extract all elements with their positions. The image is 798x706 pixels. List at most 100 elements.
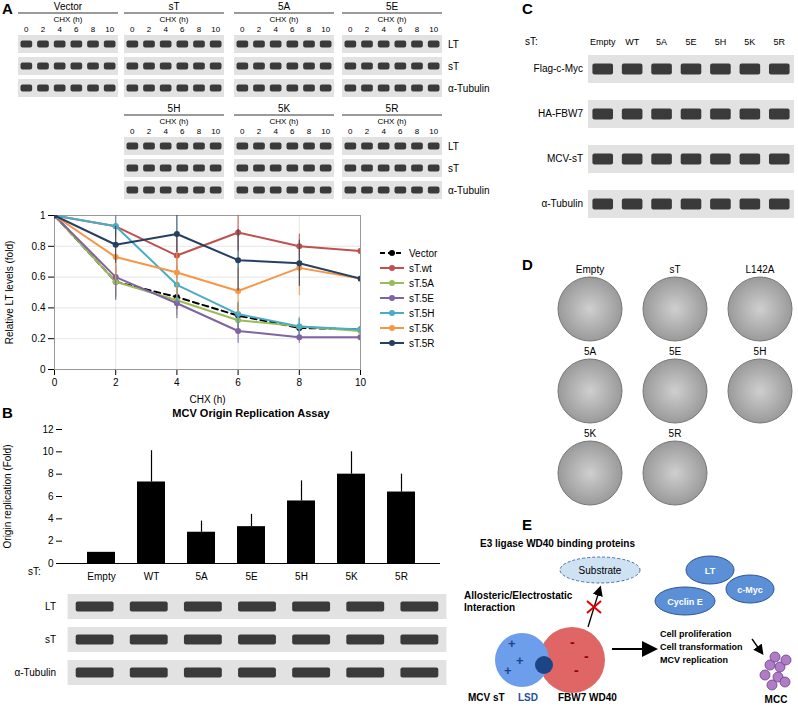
svg-text:0.6: 0.6 — [32, 271, 46, 282]
svg-text:sT: sT — [448, 61, 459, 72]
svg-text:10: 10 — [429, 25, 438, 34]
svg-text:α-Tubulin: α-Tubulin — [448, 83, 490, 94]
svg-text:E3 ligase WD40 binding protein: E3 ligase WD40 binding proteins — [480, 538, 635, 549]
svg-text:8: 8 — [91, 25, 96, 34]
svg-text:MCC: MCC — [765, 694, 788, 705]
svg-text:+: + — [508, 636, 516, 651]
svg-text:5A: 5A — [584, 346, 597, 357]
svg-text:8: 8 — [307, 25, 312, 34]
svg-text:WT: WT — [144, 571, 160, 582]
svg-text:-: - — [574, 662, 579, 678]
svg-text:6: 6 — [180, 25, 185, 34]
svg-text:2: 2 — [365, 127, 370, 136]
svg-text:2: 2 — [147, 127, 152, 136]
svg-text:MCV replication: MCV replication — [660, 655, 728, 665]
svg-text:Allosteric/Electrostatic: Allosteric/Electrostatic — [464, 590, 573, 601]
svg-text:2: 2 — [257, 25, 262, 34]
svg-text:0: 0 — [24, 25, 29, 34]
svg-text:5A: 5A — [656, 37, 667, 47]
svg-text:0: 0 — [240, 127, 245, 136]
svg-text:5K: 5K — [278, 103, 291, 114]
svg-text:CHX (h): CHX (h) — [270, 117, 299, 126]
svg-text:Origin replication (Fold): Origin replication (Fold) — [2, 445, 13, 549]
svg-text:4: 4 — [381, 127, 386, 136]
svg-text:LT: LT — [705, 566, 716, 576]
svg-text:CHX (h): CHX (h) — [270, 15, 299, 24]
svg-text:sT: sT — [669, 264, 680, 275]
svg-text:5E: 5E — [685, 37, 696, 47]
svg-text:8: 8 — [415, 127, 420, 136]
svg-text:5K: 5K — [345, 571, 358, 582]
svg-text:0: 0 — [130, 127, 135, 136]
svg-text:CHX (h): CHX (h) — [189, 394, 225, 405]
svg-text:sT: sT — [45, 634, 56, 645]
svg-text:FBW7 WD40: FBW7 WD40 — [558, 692, 617, 703]
svg-text:CHX (h): CHX (h) — [54, 15, 83, 24]
svg-text:6: 6 — [398, 25, 403, 34]
svg-text:5K: 5K — [584, 428, 597, 439]
svg-text:Substrate: Substrate — [579, 565, 622, 576]
svg-text:10: 10 — [211, 25, 220, 34]
svg-text:5K: 5K — [744, 37, 755, 47]
svg-text:5H: 5H — [295, 571, 308, 582]
svg-text:sT.5A: sT.5A — [409, 278, 434, 289]
svg-text:10: 10 — [321, 25, 330, 34]
svg-text:12: 12 — [42, 424, 54, 435]
svg-text:Vector: Vector — [54, 1, 83, 12]
svg-text:6: 6 — [290, 127, 295, 136]
svg-text:Vector: Vector — [409, 248, 438, 259]
svg-text:5E: 5E — [669, 346, 682, 357]
svg-text:6: 6 — [74, 25, 79, 34]
svg-text:sT: sT — [448, 163, 459, 174]
svg-text:sT:: sT: — [525, 36, 538, 47]
svg-text:0: 0 — [348, 127, 353, 136]
svg-text:8: 8 — [197, 25, 202, 34]
svg-text:α-Tubulin: α-Tubulin — [541, 198, 583, 209]
svg-text:2: 2 — [41, 25, 46, 34]
svg-text:0.2: 0.2 — [32, 333, 46, 344]
svg-text:5R: 5R — [669, 428, 682, 439]
svg-text:CHX (h): CHX (h) — [160, 117, 189, 126]
svg-text:10: 10 — [355, 377, 367, 388]
svg-text:8: 8 — [307, 127, 312, 136]
svg-text:Relative LT levels (fold): Relative LT levels (fold) — [4, 241, 15, 345]
svg-text:sT.5R: sT.5R — [409, 338, 435, 349]
svg-text:5R: 5R — [395, 571, 408, 582]
svg-text:Empty: Empty — [576, 264, 604, 275]
svg-text:5E: 5E — [386, 1, 399, 12]
svg-text:sT.wt: sT.wt — [409, 263, 432, 274]
svg-text:-: - — [584, 648, 589, 664]
svg-text:L142A: L142A — [746, 264, 775, 275]
svg-text:2: 2 — [365, 25, 370, 34]
svg-text:MCV-sT: MCV-sT — [547, 153, 583, 164]
svg-text:8: 8 — [297, 377, 303, 388]
svg-text:6: 6 — [180, 127, 185, 136]
svg-text:-: - — [570, 634, 575, 650]
svg-text:Interaction: Interaction — [464, 602, 515, 613]
svg-text:4: 4 — [57, 25, 62, 34]
svg-text:8: 8 — [48, 468, 54, 479]
svg-text:Empty: Empty — [87, 571, 115, 582]
svg-text:Cell transformation: Cell transformation — [660, 642, 743, 652]
svg-text:5E: 5E — [245, 571, 258, 582]
svg-text:CHX (h): CHX (h) — [160, 15, 189, 24]
svg-text:4: 4 — [273, 127, 278, 136]
svg-text:LT: LT — [448, 39, 459, 50]
svg-text:5R: 5R — [386, 103, 399, 114]
svg-text:10: 10 — [211, 127, 220, 136]
svg-text:6: 6 — [48, 491, 54, 502]
svg-text:5H: 5H — [754, 346, 767, 357]
svg-text:10: 10 — [321, 127, 330, 136]
svg-text:10: 10 — [429, 127, 438, 136]
svg-text:sT: sT — [168, 1, 179, 12]
svg-text:0: 0 — [130, 25, 135, 34]
svg-text:2: 2 — [113, 377, 119, 388]
svg-text:Cyclin E: Cyclin E — [667, 597, 703, 607]
svg-text:LSD: LSD — [518, 692, 538, 703]
svg-text:c-Myc: c-Myc — [737, 585, 763, 595]
svg-text:5A: 5A — [195, 571, 208, 582]
svg-text:10: 10 — [105, 25, 114, 34]
svg-text:MCV sT: MCV sT — [468, 692, 505, 703]
svg-text:Empty: Empty — [590, 37, 616, 47]
svg-text:2: 2 — [147, 25, 152, 34]
